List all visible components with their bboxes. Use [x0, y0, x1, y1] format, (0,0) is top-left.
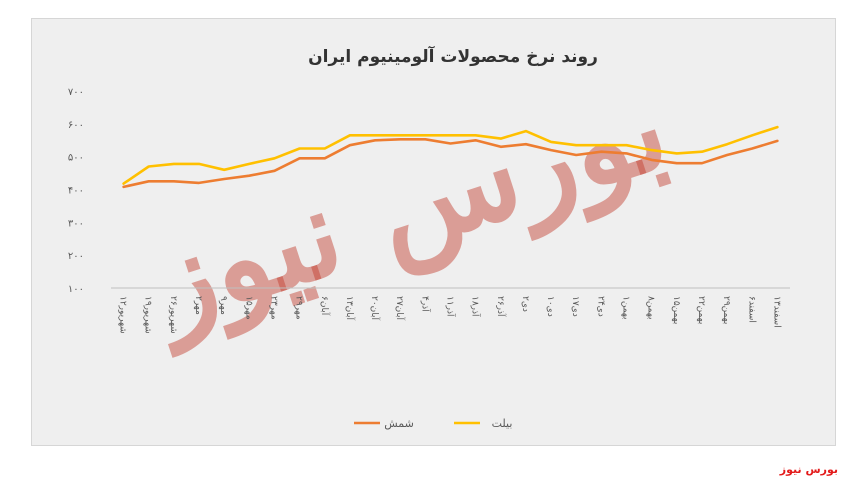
y-tick-label: ۶۰۰	[68, 120, 84, 131]
x-tick-label: ۱۲شهریور	[118, 296, 128, 334]
chart-container: بورس نیوز روند نرخ محصولات آلومینیوم ایر…	[31, 18, 836, 446]
x-tick-label: ۲۶آذر	[495, 296, 507, 317]
site-credit: بورس نیوز	[779, 463, 838, 476]
y-tick-label: ۱۰۰	[68, 284, 84, 295]
series-line	[122, 138, 779, 189]
y-tick-label: ۲۰۰	[68, 251, 84, 262]
x-tick-label: ۱۵بهمن	[671, 296, 681, 324]
x-tick-label: ۱۷دی	[570, 296, 580, 317]
x-tick-label: ۱۹شهریور	[143, 296, 153, 334]
x-tick-label: ۲۹مهر	[294, 296, 304, 320]
y-tick-label: ۷۰۰	[68, 87, 84, 98]
x-tick-label: ۸بهمن	[646, 296, 656, 320]
x-tick-label: ۲۶شهریور	[168, 296, 178, 334]
x-tick-label: ۱۳اسفند	[771, 296, 781, 328]
line-chart: بورس نیوز روند نرخ محصولات آلومینیوم ایر…	[68, 45, 790, 430]
x-tick-label: ۲مهر	[193, 296, 203, 315]
x-tick-label: ۶اسفند	[746, 296, 756, 323]
y-tick-label: ۳۰۰	[68, 218, 84, 229]
x-tick-label: ۲۳مهر	[268, 296, 278, 320]
x-tick-label: ۲۴دی	[595, 296, 605, 317]
legend-label: بیلت	[492, 417, 513, 430]
x-tick-label: ۶آبان	[319, 296, 331, 316]
x-tick-label: ۱۵مهر	[243, 296, 253, 320]
x-tick-label: ۲۷آبان	[394, 296, 406, 321]
x-tick-label: ۲۲بهمن	[696, 296, 706, 324]
chart-title: روند نرخ محصولات آلومینیوم ایران	[308, 45, 598, 67]
x-tick-label: ۲۰آبان	[369, 296, 381, 321]
x-tick-label: ۱۳آبان	[344, 296, 356, 321]
x-tick-label: ۱۱آذر	[445, 296, 457, 317]
y-tick-label: ۴۰۰	[68, 186, 84, 197]
x-tick-label: ۱۸آذر	[470, 296, 482, 317]
x-tick-label: ۱۰دی	[545, 296, 555, 317]
series-line	[122, 125, 779, 185]
x-tick-label: ۲۹بهمن	[721, 296, 731, 324]
x-tick-label: ۱بهمن	[621, 296, 631, 320]
x-tick-label: ۹مهر	[218, 296, 228, 315]
x-tick-label: ۴آذر	[419, 296, 431, 312]
x-tick-label: ۲دی	[520, 296, 530, 312]
legend-label: شمش	[384, 417, 414, 430]
y-tick-label: ۵۰۰	[68, 153, 84, 164]
chart-legend: شمش بیلت	[354, 417, 512, 430]
